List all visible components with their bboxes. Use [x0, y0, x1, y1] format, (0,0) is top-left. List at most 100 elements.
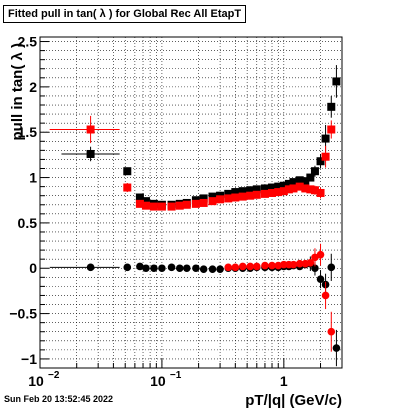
data-point-square [289, 184, 298, 193]
data-point-circle [321, 291, 330, 300]
data-point-square [141, 201, 150, 210]
data-point-square [246, 186, 255, 195]
data-point-square [224, 189, 233, 198]
data-point-square [208, 192, 217, 201]
data-point-square [135, 199, 144, 208]
data-point-square [306, 185, 315, 194]
data-point-square [316, 188, 325, 197]
timestamp-footer: Sun Feb 20 13:52:45 2022 [4, 394, 114, 404]
data-point-circle [175, 264, 184, 273]
data-point-square [135, 193, 144, 202]
x-axis-title: pT/|q| (GeV/c) [245, 392, 342, 409]
chart-title: Fitted pull in tan( λ ) for Global Rec A… [3, 5, 247, 23]
data-point-square [284, 179, 293, 188]
data-point-circle [167, 263, 176, 272]
data-point-circle [316, 275, 325, 283]
y-tick-label: −1 [21, 351, 37, 367]
data-point-square [157, 202, 166, 211]
data-point-square [321, 152, 330, 161]
data-point-square [310, 186, 319, 195]
data-point-square [141, 197, 150, 206]
data-point-circle [252, 262, 261, 271]
data-point-square [167, 202, 176, 211]
y-tick-label: 2.5 [18, 34, 38, 50]
data-point-square [86, 149, 95, 158]
data-point-circle [86, 263, 95, 272]
y-tick-label: 1 [29, 170, 37, 186]
data-point-circle [216, 265, 224, 273]
plot-frame [39, 36, 343, 369]
data-point-square [199, 194, 208, 203]
x-tick-exponent: −1 [170, 370, 182, 381]
y-axis-title: pull in tan( λ ) [9, 43, 26, 141]
data-point-square [123, 167, 132, 176]
data-point-circle [246, 262, 255, 271]
data-point-circle [150, 264, 158, 273]
data-point-square [231, 193, 240, 202]
data-point-circle [295, 259, 304, 268]
data-point-circle [224, 263, 233, 272]
data-point-square [224, 194, 233, 203]
data-point-circle [208, 265, 217, 273]
data-point-square [321, 134, 330, 143]
data-point-square [246, 191, 255, 200]
data-point-square [252, 185, 261, 194]
data-point-circle [289, 260, 298, 269]
data-point-square [295, 182, 304, 191]
data-point-square [238, 187, 247, 196]
data-point-square [216, 195, 225, 204]
data-point-circle [311, 264, 319, 273]
data-point-circle [199, 265, 208, 273]
data-point-square [274, 182, 283, 191]
data-point-square [252, 190, 261, 199]
data-point-circle [192, 264, 200, 273]
data-point-circle [142, 264, 150, 273]
data-point-square [316, 157, 325, 166]
data-point-square [182, 200, 191, 209]
data-point-circle [261, 261, 269, 270]
data-point-square [175, 201, 184, 210]
data-point-square [295, 176, 304, 185]
data-point-circle [158, 264, 166, 273]
data-point-square [279, 187, 288, 196]
data-point-circle [136, 262, 144, 271]
data-point-square [149, 202, 158, 211]
data-point-square [274, 188, 283, 197]
data-point-square [86, 125, 95, 134]
data-point-square [279, 181, 288, 190]
data-point-square [289, 178, 298, 187]
x-tick-label: 10 [28, 373, 44, 389]
data-point-square [199, 198, 208, 207]
data-point-square [306, 173, 315, 182]
data-point-circle [327, 327, 336, 336]
data-point-circle [327, 263, 336, 272]
data-point-square [268, 183, 277, 192]
data-point-circle [316, 250, 325, 259]
data-point-square [301, 177, 310, 186]
data-point-square [208, 197, 217, 206]
data-point-square [310, 167, 319, 176]
x-tick-label: 10 [150, 373, 166, 389]
data-point-square [191, 199, 200, 208]
data-point-square [260, 184, 269, 193]
data-point-square [327, 125, 336, 134]
data-point-circle [238, 262, 247, 271]
data-point-square [301, 184, 310, 193]
data-point-circle [306, 259, 315, 267]
data-point-square [238, 192, 247, 201]
data-point-square [332, 77, 341, 86]
y-tick-label: 0.5 [18, 215, 38, 231]
data-point-square [123, 183, 132, 192]
data-point-square [231, 188, 240, 197]
y-tick-label: −0.5 [9, 306, 37, 322]
data-point-square [260, 189, 269, 198]
y-tick-label: 2 [29, 79, 37, 95]
x-tick-label: 1 [280, 373, 288, 389]
y-tick-label: 0 [29, 260, 37, 276]
data-point-square [327, 102, 336, 111]
data-point-circle [183, 264, 191, 273]
data-point-square [268, 188, 277, 197]
y-tick-label: 1.5 [18, 124, 38, 140]
